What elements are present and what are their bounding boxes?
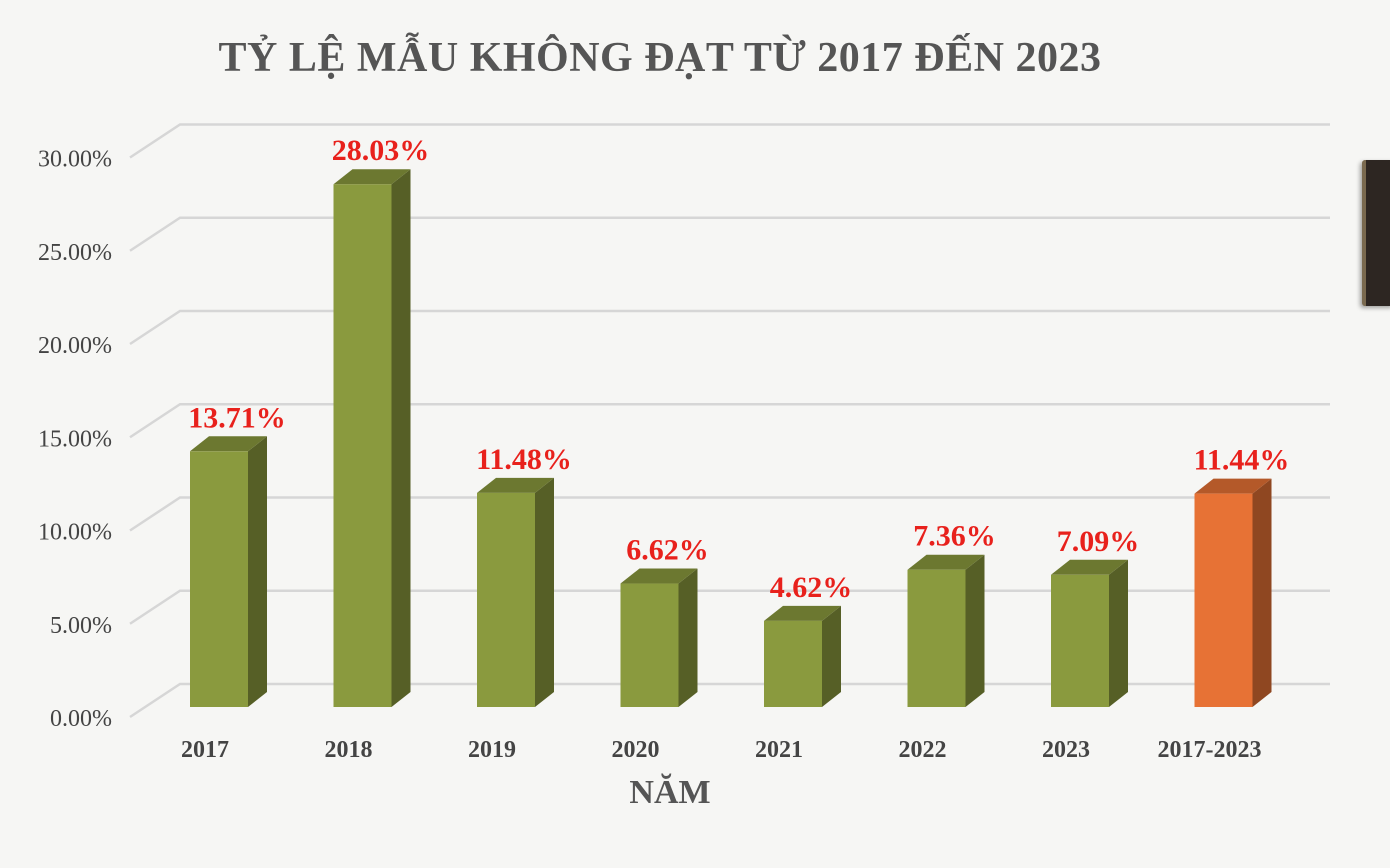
data-label: 4.62% <box>770 571 853 604</box>
x-tick-label: 2021 <box>755 737 803 763</box>
bar-front <box>477 492 535 707</box>
gridline <box>129 309 1330 346</box>
bar-side <box>678 568 698 707</box>
y-tick-label: 10.00% <box>38 520 112 546</box>
bar-front <box>1051 574 1109 707</box>
gridline <box>129 589 1330 625</box>
chart-title: TỶ LỆ MẪU KHÔNG ĐẠT TỪ 2017 ĐẾN 2023 <box>218 35 1102 81</box>
x-axis-ticks: 2017 2018 2019 2020 2021 2022 2023 2017-2023 <box>181 737 1262 763</box>
y-tick-label: 0.00% <box>50 706 112 732</box>
side-panel-handle[interactable] <box>1362 160 1390 306</box>
x-tick-label: 2023 <box>1042 737 1090 763</box>
gridline <box>129 216 1330 252</box>
y-tick-label: 15.00% <box>38 426 112 452</box>
bar <box>1051 559 1128 707</box>
bar-top <box>620 568 698 584</box>
bar-side <box>1252 478 1272 707</box>
x-tick-label: 2017-2023 <box>1158 737 1262 763</box>
x-tick-label: 2022 <box>899 737 947 763</box>
bar-top <box>190 436 267 452</box>
bar-top <box>764 605 841 621</box>
bar <box>620 568 698 707</box>
bars <box>190 169 1272 708</box>
bar-side <box>248 436 267 707</box>
y-tick-label: 25.00% <box>38 240 112 266</box>
data-label: 13.71% <box>188 401 286 434</box>
bar-front <box>333 184 392 708</box>
data-label: 11.44% <box>1194 444 1290 477</box>
gridline <box>129 123 1330 159</box>
data-label: 7.36% <box>913 520 996 553</box>
data-labels: 13.71% 28.03% 11.48% 6.62% 4.62% 7.36% 7.09% 11… <box>188 134 1289 604</box>
bar <box>1194 478 1272 707</box>
bar-side <box>535 477 554 707</box>
x-axis-title: NĂM <box>629 774 711 811</box>
bar-top <box>477 477 554 493</box>
bar-front <box>620 583 679 707</box>
bar-front <box>1194 493 1253 707</box>
bar-top <box>1051 559 1128 575</box>
bar-top <box>1194 478 1272 494</box>
y-tick-label: 20.00% <box>38 333 112 359</box>
gridline <box>129 403 1330 439</box>
gridlines <box>129 123 1330 719</box>
bar-top <box>333 169 411 185</box>
bar-front <box>764 620 822 707</box>
gridline <box>129 496 1330 532</box>
x-tick-label: 2019 <box>468 737 516 763</box>
bar-side <box>1109 559 1128 707</box>
y-tick-label: 5.00% <box>50 613 112 639</box>
data-label: 7.09% <box>1057 525 1140 558</box>
gridline <box>129 682 1330 719</box>
bar-side <box>965 554 985 707</box>
data-label: 11.48% <box>476 443 572 476</box>
x-tick-label: 2018 <box>325 737 373 763</box>
data-label: 6.62% <box>626 534 709 567</box>
data-label: 28.03% <box>332 134 430 167</box>
bar-front <box>907 569 966 707</box>
bar <box>190 436 267 707</box>
bar-side <box>822 605 841 707</box>
x-tick-label: 2020 <box>612 737 660 763</box>
y-axis-ticks: 0.00% 5.00% 10.00% 15.00% 20.00% 25.00% 30.00% <box>38 147 112 733</box>
bar <box>333 169 411 708</box>
bar <box>477 477 554 707</box>
bar-top <box>907 554 985 570</box>
x-tick-label: 2017 <box>181 737 229 763</box>
y-tick-label: 30.00% <box>38 147 112 173</box>
bar-side <box>391 169 411 708</box>
bar <box>764 605 841 707</box>
bar-front <box>190 451 248 707</box>
bar <box>907 554 985 707</box>
